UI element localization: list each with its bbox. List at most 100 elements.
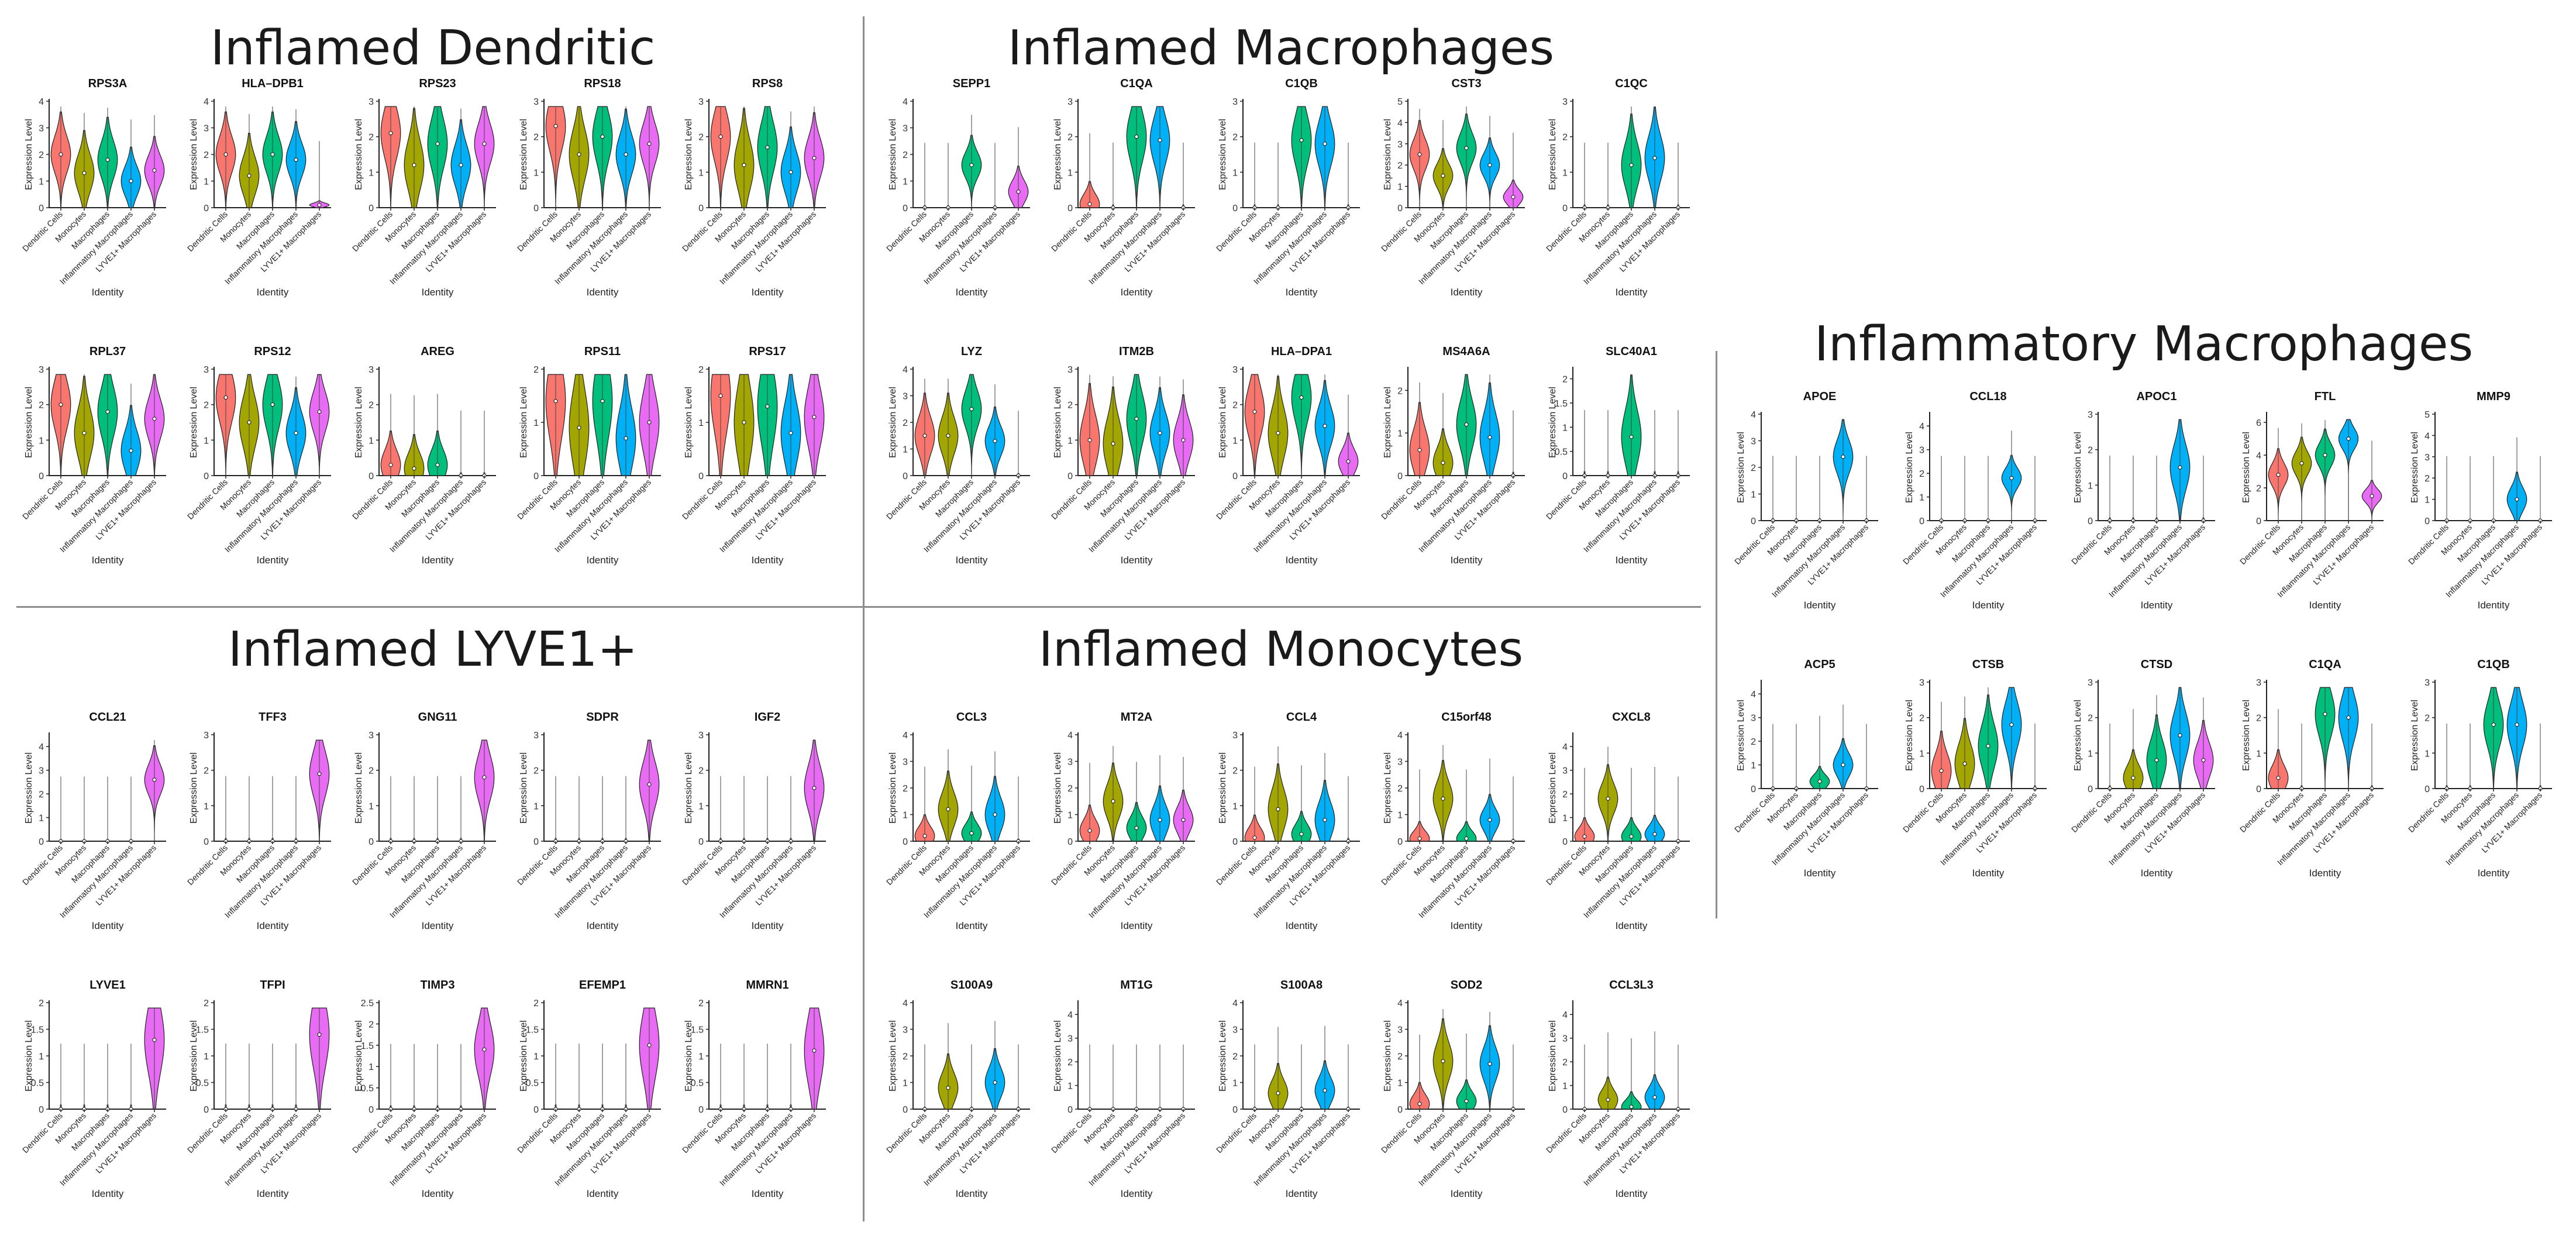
violin-median-dot	[553, 123, 558, 128]
violin-median-dot	[1629, 163, 1634, 167]
panel-title: MMRN1	[746, 979, 788, 992]
panel-title: TFPI	[260, 979, 285, 992]
violin-median-dot	[1629, 1104, 1634, 1109]
y-tick-label: 2	[533, 999, 539, 1009]
y-tick-label: 1	[39, 436, 44, 446]
violin-panel-hla-dpa1: HLA–DPA1 0 1 2 3 Expression Level Dendritic Ce…	[1214, 345, 1360, 566]
y-tick-label: 4	[1067, 1010, 1073, 1020]
violin-median-dot	[1962, 762, 1967, 766]
violin-median-dot	[1464, 836, 1469, 841]
y-tick-label: 2	[903, 1052, 908, 1062]
y-tick-label: 3	[1067, 97, 1073, 107]
panel-title: SDPR	[586, 711, 619, 724]
y-tick-label: 2	[1067, 784, 1073, 794]
y-tick-label: 2	[2088, 446, 2093, 456]
violin-median-dot	[1087, 202, 1092, 206]
panel-title: C1QA	[2309, 658, 2341, 671]
x-tick-label-dendritic-cells: Dendritic Cells	[1379, 477, 1423, 521]
violin-median-dot	[922, 834, 927, 838]
violin-median-dot	[647, 142, 652, 146]
x-tick-label-dendritic-cells: Dendritic Cells	[1379, 843, 1423, 887]
x-axis-label: Identity	[2478, 868, 2510, 879]
x-tick-label-dendritic-cells: Dendritic Cells	[884, 843, 928, 887]
x-tick-label-dendritic-cells: Dendritic Cells	[680, 843, 724, 887]
violin-median-dot	[1841, 763, 1845, 768]
y-axis-label: Expression Level	[1218, 752, 1228, 824]
x-tick-label-dendritic-cells: Dendritic Cells	[20, 477, 64, 521]
violin-median-dot	[993, 439, 997, 443]
violin-panel-mt2a: MT2A 0 1 2 3 4 Expression Level Dendritic Cells…	[1049, 711, 1195, 931]
y-tick-label: 1	[1397, 429, 1403, 439]
violin-median-dot	[946, 807, 950, 811]
y-tick-label: 2	[698, 999, 704, 1009]
x-axis-label: Identity	[1121, 287, 1153, 298]
y-tick-label: 4	[903, 731, 908, 741]
panel-title: RPS12	[254, 345, 291, 358]
violin-median-dot	[82, 431, 87, 435]
y-tick-label: 0	[1067, 1105, 1073, 1115]
y-tick-label: 4	[2425, 431, 2430, 441]
y-tick-label: 4	[1397, 731, 1403, 741]
y-axis-label: Expression Level	[519, 1020, 529, 1092]
violin-panel-apoe: APOE 0 1 2 3 4 Expression Level Dendritic Cells…	[1733, 390, 1878, 611]
violin-median-dot	[1252, 835, 1257, 840]
violin-median-dot	[577, 152, 581, 157]
y-tick-label: 2	[2256, 714, 2261, 724]
x-axis-label: Identity	[422, 1188, 454, 1199]
violin-median-dot	[1134, 825, 1139, 830]
y-tick-label: 2	[1919, 714, 1924, 724]
x-axis-label: Identity	[2309, 868, 2341, 879]
x-tick-label-dendritic-cells: Dendritic Cells	[1733, 522, 1776, 566]
y-tick-label: 1	[369, 168, 374, 178]
violin-median-dot	[482, 142, 487, 146]
violin-median-dot	[946, 1086, 950, 1090]
y-tick-label: 2	[1232, 1052, 1238, 1062]
violin-median-dot	[1606, 1097, 1610, 1102]
violin-median-dot	[812, 156, 817, 160]
y-tick-label: 1	[1397, 183, 1403, 192]
x-tick-label-dendritic-cells: Dendritic Cells	[1544, 1111, 1588, 1155]
violin-median-dot	[1817, 779, 1822, 784]
violin-median-dot	[1158, 431, 1162, 435]
violin-panel-s100a8: S100A8 0 1 2 3 4 Expression Level Dendritic Cel…	[1214, 979, 1360, 1199]
y-tick-label: 2	[1751, 463, 1756, 473]
violin-median-dot	[1487, 163, 1492, 167]
violin-median-dot	[412, 466, 416, 471]
violin-median-dot	[435, 463, 440, 467]
y-axis-label: Expression Level	[1218, 1020, 1228, 1092]
violin-median-dot	[152, 777, 157, 782]
y-axis-label: Expression Level	[1383, 1020, 1393, 1092]
y-axis-label: Expression Level	[2073, 700, 2083, 771]
x-tick-label-dendritic-cells: Dendritic Cells	[1544, 477, 1588, 521]
violin-median-dot	[1417, 836, 1422, 841]
panel-title: SLC40A1	[1606, 345, 1657, 358]
violin-median-dot	[1299, 395, 1304, 400]
y-tick-label: 2	[698, 766, 704, 776]
violin-panel-mmp9: MMP9 0 1 2 3 4 5 Expression Level Dendritic Cell…	[2406, 390, 2552, 611]
y-axis-label: Expression Level	[1736, 432, 1746, 503]
violin-median-dot	[946, 433, 950, 438]
violin-median-dot	[223, 395, 228, 400]
violin-median-dot	[2346, 436, 2351, 441]
y-tick-label: 6	[2256, 418, 2261, 428]
x-tick-label-dendritic-cells: Dendritic Cells	[1901, 790, 1945, 834]
y-tick-label: 3	[903, 392, 908, 402]
y-tick-label: 1	[1751, 761, 1756, 771]
y-tick-label: 3	[39, 365, 44, 375]
violin-median-dot	[1087, 828, 1092, 833]
x-axis-label: Identity	[422, 555, 454, 566]
violin-median-dot	[247, 173, 252, 178]
panel-title: HLA–DPA1	[1271, 345, 1332, 358]
section-title-dendritic: Inflamed Dendritic	[210, 20, 656, 76]
vertical-divider-right	[1716, 351, 1717, 918]
panel-title: RPS23	[419, 77, 456, 90]
x-axis-label: Identity	[752, 1188, 784, 1199]
y-axis-label: Expression Level	[684, 1020, 694, 1092]
y-tick-label: 0	[903, 471, 908, 481]
violin-median-dot	[647, 1043, 652, 1048]
violin-median-dot	[1158, 818, 1162, 822]
y-axis-label: Expression Level	[1548, 387, 1558, 458]
